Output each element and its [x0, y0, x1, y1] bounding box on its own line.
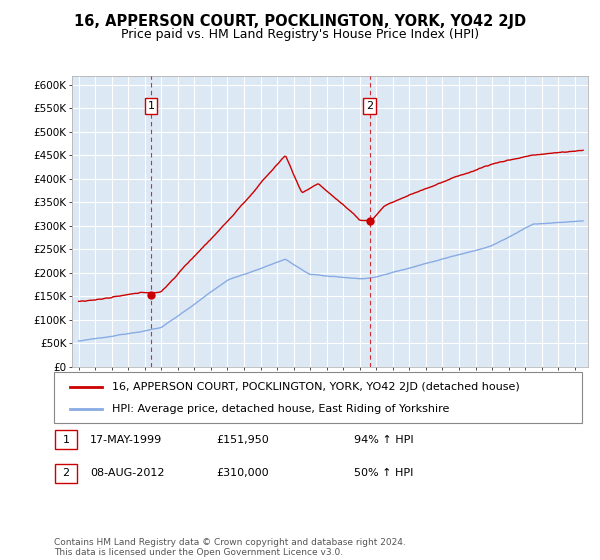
Text: 2: 2	[62, 468, 70, 478]
Text: 1: 1	[62, 435, 70, 445]
Text: 50% ↑ HPI: 50% ↑ HPI	[354, 468, 413, 478]
Text: 1: 1	[148, 101, 154, 111]
Text: 16, APPERSON COURT, POCKLINGTON, YORK, YO42 2JD (detached house): 16, APPERSON COURT, POCKLINGTON, YORK, Y…	[112, 381, 520, 391]
Text: Contains HM Land Registry data © Crown copyright and database right 2024.
This d: Contains HM Land Registry data © Crown c…	[54, 538, 406, 557]
Text: £310,000: £310,000	[216, 468, 269, 478]
Text: 17-MAY-1999: 17-MAY-1999	[90, 435, 162, 445]
Text: Price paid vs. HM Land Registry's House Price Index (HPI): Price paid vs. HM Land Registry's House …	[121, 28, 479, 41]
FancyBboxPatch shape	[55, 464, 77, 483]
FancyBboxPatch shape	[55, 430, 77, 449]
Text: 16, APPERSON COURT, POCKLINGTON, YORK, YO42 2JD: 16, APPERSON COURT, POCKLINGTON, YORK, Y…	[74, 14, 526, 29]
Text: 08-AUG-2012: 08-AUG-2012	[90, 468, 164, 478]
Text: £151,950: £151,950	[216, 435, 269, 445]
FancyBboxPatch shape	[54, 372, 582, 423]
Text: 94% ↑ HPI: 94% ↑ HPI	[354, 435, 413, 445]
Text: 2: 2	[366, 101, 373, 111]
Text: HPI: Average price, detached house, East Riding of Yorkshire: HPI: Average price, detached house, East…	[112, 404, 449, 414]
